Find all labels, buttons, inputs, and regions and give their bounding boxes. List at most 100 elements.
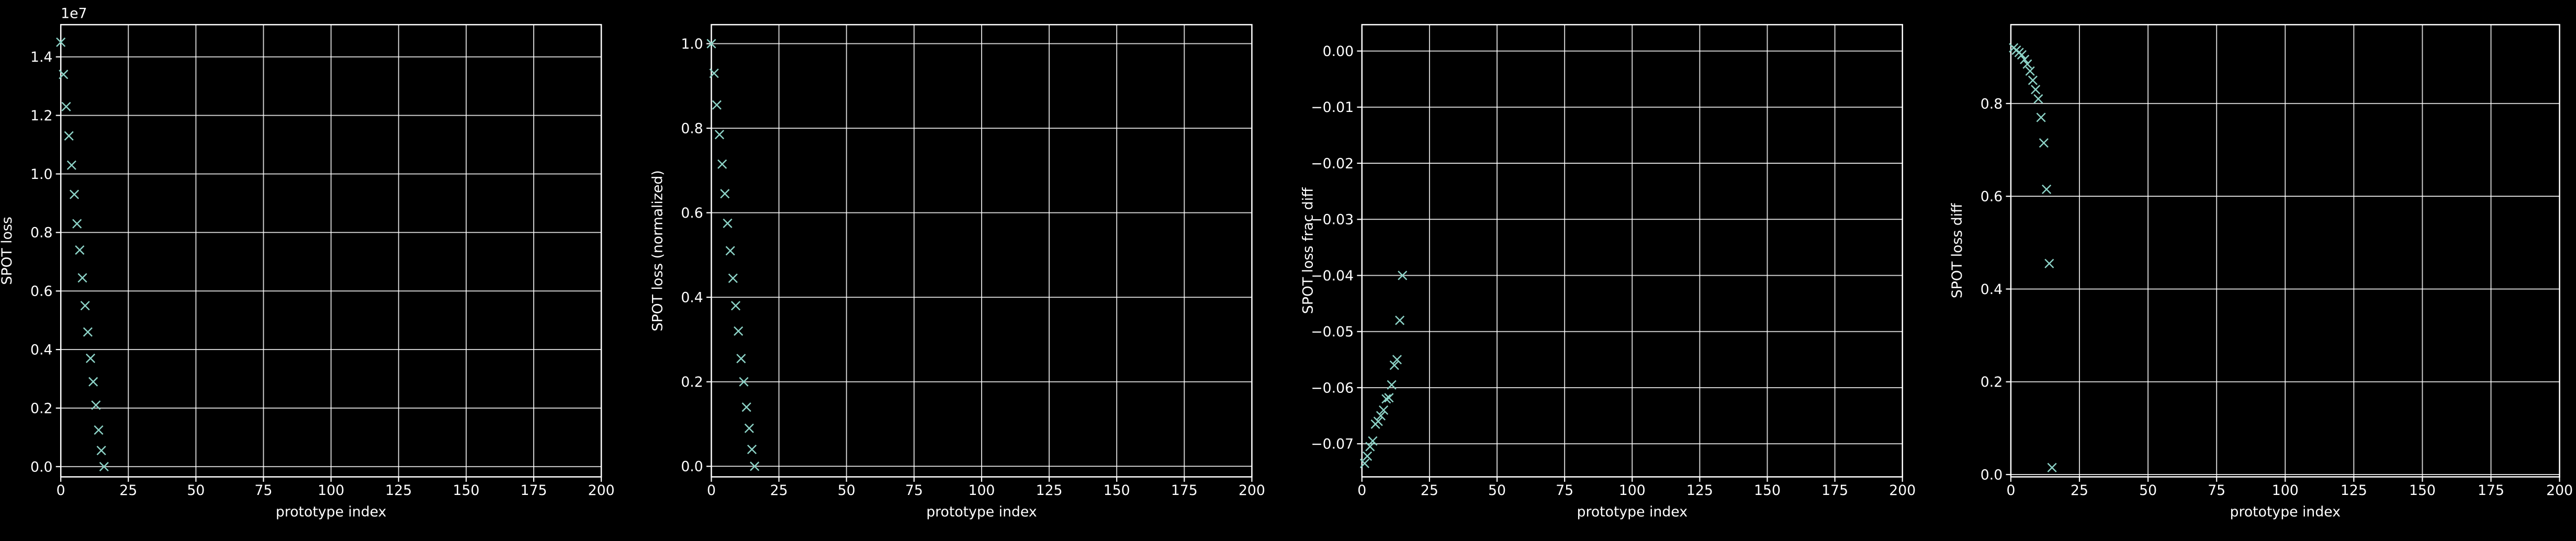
point [739, 377, 749, 387]
y-tick-label: 0.6 [681, 205, 703, 221]
y-tick-label: −0.05 [1311, 324, 1354, 340]
point [75, 245, 85, 255]
y-tick-label: −0.01 [1311, 99, 1354, 116]
x-axis-label: prototype index [2230, 504, 2341, 520]
point [1381, 394, 1391, 404]
point [1392, 355, 1402, 365]
point [712, 100, 722, 110]
point [736, 354, 746, 364]
point [1376, 411, 1386, 421]
point [725, 246, 735, 256]
axes-frame [711, 24, 1253, 478]
x-tick-label: 125 [1686, 482, 1713, 499]
y-tick-label: 0.8 [681, 120, 703, 137]
point [728, 273, 738, 283]
x-tick-label: 125 [385, 482, 412, 499]
y-tick-label: −0.02 [1311, 155, 1354, 172]
point [96, 446, 106, 456]
point [2033, 94, 2043, 104]
point [80, 301, 90, 311]
x-tick-label: 75 [2208, 482, 2225, 499]
point [2039, 138, 2049, 148]
x-tick-label: 150 [453, 482, 479, 499]
y-tick-label: 1.0 [681, 36, 703, 52]
point [717, 159, 727, 169]
x-axis-label: prototype index [1577, 504, 1688, 520]
point [730, 301, 741, 311]
x-tick-label: 25 [2071, 482, 2088, 499]
subplot: 0 25 50 75 100 125 150 175 200 0.0 0.2 0.4 0.6 0.8 1.0… [0, 6, 615, 520]
point [2025, 66, 2035, 76]
x-tick-label: 50 [838, 482, 856, 499]
point [77, 273, 87, 283]
point [56, 37, 66, 47]
point [1387, 380, 1397, 390]
y-tick-label: −0.04 [1311, 268, 1354, 284]
x-tick-label: 75 [255, 482, 273, 499]
x-tick-label: 100 [2272, 482, 2299, 499]
y-tick-label: 0.0 [1981, 467, 2003, 483]
y-tick-label: 0.6 [1981, 189, 2003, 205]
y-axis-label: SPOT loss frac diff [1300, 187, 1317, 314]
point [741, 402, 751, 412]
x-tick-label: 200 [588, 482, 615, 499]
subplot: 0 25 50 75 100 125 150 175 200 0.0 0.2 0.4 0.6 0.8 pro… [1949, 24, 2573, 520]
x-tick-label: 0 [1357, 482, 1366, 499]
x-tick-label: 200 [2546, 482, 2573, 499]
point [64, 131, 74, 141]
y-tick-label: 1.0 [30, 166, 52, 183]
point [720, 189, 730, 199]
x-tick-label: 25 [770, 482, 788, 499]
x-tick-label: 150 [2409, 482, 2436, 499]
x-tick-label: 0 [707, 482, 716, 499]
x-tick-label: 150 [1754, 482, 1781, 499]
y-tick-label: 0.4 [681, 290, 703, 306]
y-tick-label: 0.4 [1981, 281, 2003, 298]
point [85, 353, 96, 363]
axes-frame [60, 24, 602, 478]
x-tick-label: 75 [905, 482, 923, 499]
point [1359, 458, 1370, 468]
axes-frame [2010, 24, 2560, 478]
x-tick-label: 50 [2139, 482, 2157, 499]
point [59, 70, 69, 80]
x-tick-label: 200 [1239, 482, 1265, 499]
y-tick-label: 1.2 [30, 108, 52, 124]
x-tick-label: 50 [1488, 482, 1506, 499]
x-tick-label: 150 [1104, 482, 1130, 499]
point [2036, 112, 2046, 122]
y-tick-label: 1.4 [30, 49, 52, 65]
axes-frame [1361, 24, 1903, 478]
point [91, 400, 101, 410]
y-tick-label: −0.07 [1311, 436, 1354, 453]
point [94, 425, 104, 435]
x-tick-label: 100 [318, 482, 344, 499]
point [69, 189, 80, 199]
y-tick-label: 0.8 [30, 225, 52, 241]
x-tick-label: 25 [119, 482, 137, 499]
point [1384, 393, 1394, 403]
point [1398, 270, 1408, 280]
x-tick-label: 200 [1889, 482, 1916, 499]
y-tick-label: 0.2 [1981, 374, 2003, 390]
point [744, 423, 754, 433]
y-scale-label: 1e7 [61, 6, 87, 22]
x-tick-label: 0 [57, 482, 65, 499]
y-axis-label: SPOT loss [0, 217, 15, 285]
y-tick-label: 0.0 [30, 459, 52, 475]
point [734, 326, 744, 336]
point [83, 327, 93, 337]
x-tick-label: 100 [1619, 482, 1646, 499]
point [706, 39, 716, 49]
point [1389, 360, 1399, 370]
point [747, 444, 757, 454]
y-tick-label: −0.03 [1311, 212, 1354, 228]
point [1365, 442, 1375, 452]
y-tick-label: 0.00 [1323, 43, 1354, 60]
point [714, 130, 725, 140]
point [723, 218, 733, 228]
y-tick-label: 0.2 [681, 374, 703, 390]
point [72, 219, 82, 229]
